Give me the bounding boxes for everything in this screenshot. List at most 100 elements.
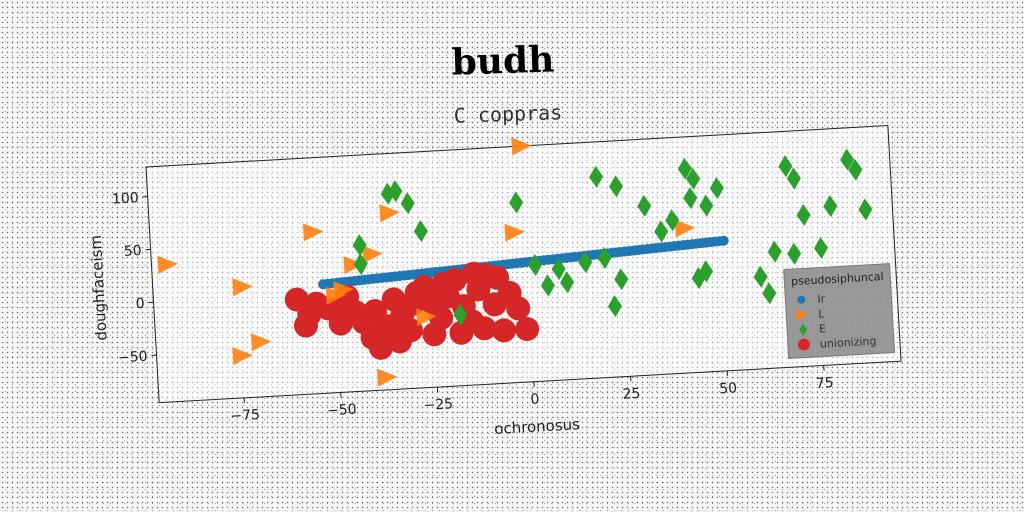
l-point bbox=[232, 278, 253, 297]
l-point bbox=[250, 333, 272, 352]
l-point bbox=[416, 308, 437, 327]
e-point bbox=[762, 282, 777, 305]
y-tick-label: 100 bbox=[112, 190, 140, 207]
unionizing-point bbox=[387, 329, 412, 354]
e-point bbox=[686, 167, 701, 190]
e-point bbox=[709, 177, 724, 200]
unionizing-point bbox=[491, 318, 516, 343]
y-tick-label: 0 bbox=[135, 296, 145, 312]
unionizing-point bbox=[422, 322, 447, 347]
axes: −75 −50 −25 0 25 50 75 −50 0 50 100 ochronosus do… bbox=[87, 125, 902, 438]
e-point bbox=[413, 220, 428, 243]
e-point bbox=[453, 303, 468, 326]
e-point bbox=[637, 194, 652, 217]
e-point bbox=[509, 191, 524, 214]
e-point bbox=[597, 246, 612, 269]
l-point bbox=[302, 223, 324, 242]
e-point bbox=[691, 267, 706, 290]
x-tick-label: −25 bbox=[423, 396, 453, 414]
chart-subtitle: C coppras bbox=[453, 100, 562, 127]
legend-marker-e bbox=[799, 323, 808, 336]
unionizing-point bbox=[368, 335, 393, 360]
unionizing-point bbox=[294, 313, 319, 338]
legend-label: E bbox=[819, 322, 827, 335]
legend-title: pseudosiphuncal bbox=[791, 270, 884, 288]
e-point bbox=[858, 198, 873, 221]
e-point bbox=[540, 274, 555, 297]
unionizing-point bbox=[449, 320, 474, 345]
unionizing-point bbox=[362, 299, 387, 324]
x-tick-label: −75 bbox=[230, 407, 260, 425]
x-tick-label: 0 bbox=[530, 391, 540, 407]
scatter-marks bbox=[157, 137, 873, 387]
y-tick-label: −50 bbox=[118, 349, 148, 367]
e-point bbox=[787, 242, 802, 265]
unionizing-point bbox=[431, 271, 456, 296]
e-point bbox=[786, 167, 801, 190]
unionizing-point bbox=[304, 291, 329, 316]
x-tick-label: 25 bbox=[622, 386, 641, 403]
e-point bbox=[608, 295, 622, 318]
y-axis-label: doughfaceism bbox=[87, 235, 111, 342]
e-point bbox=[699, 194, 714, 217]
x-axis-ticks: −75 −50 −25 0 25 50 75 bbox=[230, 365, 834, 425]
e-point bbox=[767, 240, 782, 263]
legend-label: unionizing bbox=[820, 335, 877, 351]
legend-marker-l bbox=[795, 309, 809, 320]
unionizing-point bbox=[506, 296, 531, 321]
x-axis-label: ochronosus bbox=[494, 415, 581, 438]
l-point bbox=[674, 219, 696, 238]
l-point bbox=[157, 255, 178, 274]
ir-point bbox=[718, 235, 729, 246]
e-point bbox=[753, 265, 768, 288]
l-point bbox=[343, 256, 364, 275]
e-point bbox=[528, 254, 543, 277]
l-point bbox=[232, 347, 253, 366]
unionizing-point bbox=[485, 265, 510, 290]
unionizing-point bbox=[461, 261, 486, 286]
e-point bbox=[560, 271, 575, 294]
x-tick-label: 75 bbox=[815, 375, 834, 392]
x-tick-label: −50 bbox=[327, 402, 357, 420]
legend-marker-unionizing bbox=[797, 338, 810, 351]
e-point bbox=[665, 209, 680, 232]
l-point bbox=[362, 245, 383, 264]
e-point bbox=[589, 165, 604, 188]
e-point bbox=[400, 192, 415, 215]
unionizing-point bbox=[472, 316, 497, 341]
l-point bbox=[504, 223, 525, 242]
e-point bbox=[353, 253, 368, 276]
x-tick-label: 50 bbox=[719, 380, 738, 397]
e-point bbox=[840, 148, 855, 171]
unionizing-point bbox=[515, 317, 540, 342]
e-point bbox=[796, 204, 811, 227]
e-point bbox=[677, 157, 692, 180]
e-point bbox=[823, 195, 838, 218]
e-point bbox=[388, 180, 403, 203]
chart-title: budh bbox=[451, 38, 555, 83]
l-point bbox=[511, 137, 532, 156]
e-point bbox=[614, 268, 629, 291]
l-point bbox=[376, 368, 398, 387]
unionizing-point bbox=[324, 299, 349, 324]
legend-label: Ir bbox=[817, 292, 826, 305]
e-point bbox=[778, 155, 793, 178]
y-tick-label: 50 bbox=[123, 243, 142, 260]
e-point bbox=[380, 182, 395, 205]
y-axis-ticks: −50 0 50 100 bbox=[112, 190, 157, 367]
l-point bbox=[379, 204, 400, 223]
e-point bbox=[814, 236, 829, 259]
e-point bbox=[551, 258, 566, 280]
legend-marker-ir bbox=[797, 295, 806, 304]
e-point bbox=[578, 251, 593, 274]
e-point bbox=[683, 187, 698, 210]
legend-box bbox=[783, 263, 896, 359]
l-point bbox=[333, 281, 354, 300]
e-point bbox=[699, 260, 714, 283]
e-point bbox=[654, 220, 669, 243]
legend-label: L bbox=[818, 307, 826, 320]
e-point bbox=[609, 175, 624, 198]
